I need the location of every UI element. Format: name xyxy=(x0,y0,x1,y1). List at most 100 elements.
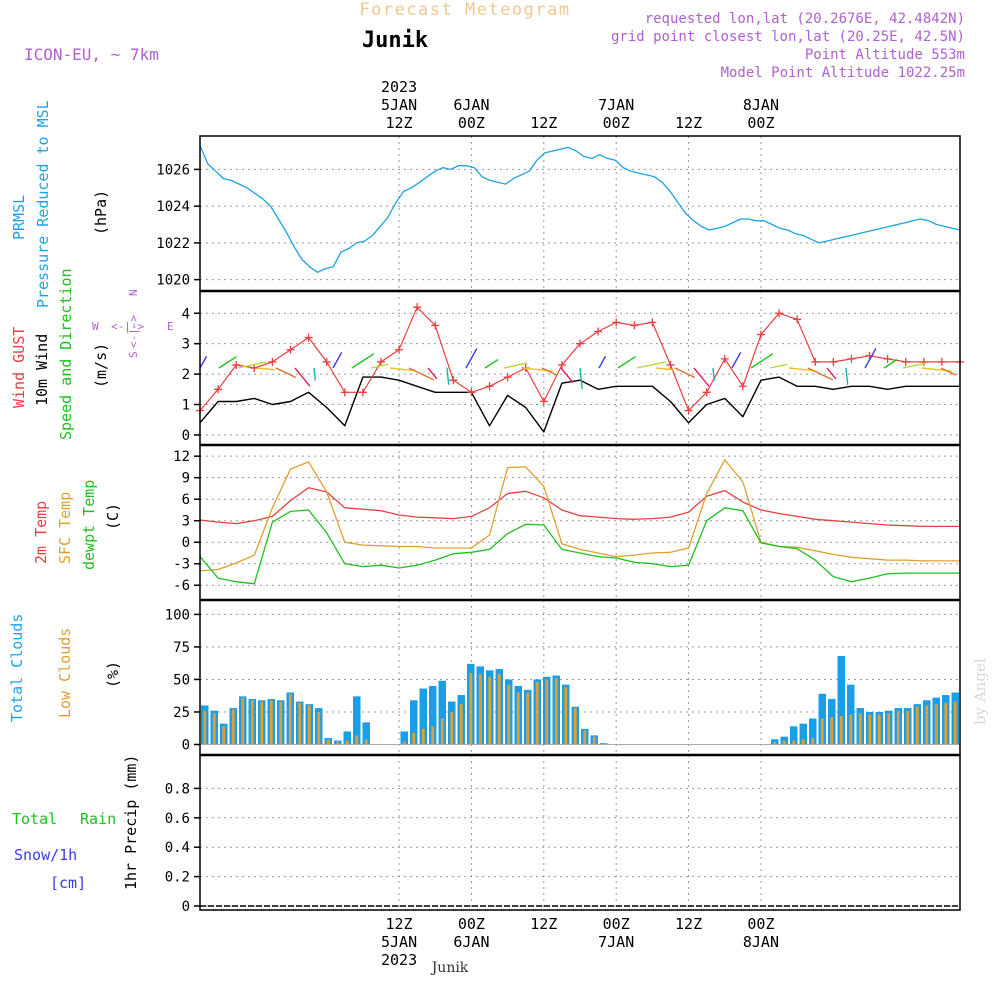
y-tick-label: 0 xyxy=(182,899,190,915)
bottom-tick-hour: 12Z xyxy=(530,915,557,933)
low-cloud-bar xyxy=(203,710,207,745)
bottom-tick-hour: 00Z xyxy=(458,915,485,933)
total-cloud-bar xyxy=(343,731,351,745)
compass-legend: W E <-|-> N <-|-> S xyxy=(92,289,174,358)
watermark: by Angel xyxy=(971,658,989,725)
gust-marker xyxy=(594,327,603,336)
low-cloud-bar xyxy=(364,739,368,745)
clouds-unit: (%) xyxy=(104,661,122,688)
gust-marker xyxy=(937,357,946,366)
top-tick-year: 2023 xyxy=(381,78,417,96)
clouds-low-label: Low Clouds xyxy=(56,628,74,718)
y-tick-label: -6 xyxy=(173,578,190,594)
y-tick-label: 0.2 xyxy=(165,870,190,886)
gust-marker xyxy=(901,357,910,366)
station-name: Junik xyxy=(362,28,428,53)
snow-unit-label: [cm] xyxy=(50,874,86,892)
low-cloud-bar xyxy=(412,732,416,745)
gust-marker xyxy=(684,406,693,415)
panel-frames xyxy=(199,135,961,911)
wind-direction-arrow xyxy=(256,367,275,371)
low-cloud-bar xyxy=(868,714,872,745)
gust-marker xyxy=(756,330,765,339)
y-tick-label: 1024 xyxy=(156,199,190,215)
gust-marker xyxy=(467,388,476,397)
y-tick-label: 3 xyxy=(182,337,190,353)
wind-direction-arrow xyxy=(446,367,450,385)
low-cloud-bar xyxy=(260,701,264,745)
low-cloud-bar xyxy=(222,726,226,745)
low-cloud-bar xyxy=(896,710,900,745)
pressure-label-full: Pressure Reduced to MSL xyxy=(34,100,52,308)
wind-direction-arrow xyxy=(332,352,343,369)
wind-direction-arrow xyxy=(427,367,438,380)
low-cloud-bar xyxy=(839,715,843,745)
total-cloud-bar xyxy=(799,723,807,745)
gust-marker xyxy=(775,309,784,318)
gust-marker xyxy=(322,357,331,366)
temp-2m-label: 2m Temp xyxy=(32,501,50,564)
low-cloud-bar xyxy=(288,693,292,745)
gridpoint-coordinates: grid point closest lon,lat (20.25E, 42.5… xyxy=(611,29,965,45)
total-cloud-bar xyxy=(429,685,437,745)
wind-dir-label: Speed and Direction xyxy=(57,268,75,440)
y-tick-label: 1026 xyxy=(156,162,190,178)
compass-e: E xyxy=(167,320,174,333)
compass-s: S xyxy=(127,351,140,358)
low-cloud-bar xyxy=(887,713,891,745)
low-cloud-bar xyxy=(478,674,482,745)
pressure-label-prmsl: PRMSL xyxy=(10,195,28,240)
gust-marker xyxy=(919,357,928,366)
bottom-tick-date: 8JAN xyxy=(743,933,779,951)
gust-marker xyxy=(738,382,747,391)
total-cloud-bar xyxy=(410,700,418,745)
wind-direction-arrow xyxy=(693,367,710,387)
total-cloud-bar xyxy=(353,696,361,745)
model-altitude: Model Point Altitude 1022.25m xyxy=(721,65,965,81)
gust-marker xyxy=(250,364,259,372)
top-tick-hour: 12Z xyxy=(530,114,557,132)
wind-direction-arrow xyxy=(351,353,375,369)
top-tick-date: 5JAN xyxy=(381,96,417,114)
compass-arrows-v: <-|-> xyxy=(127,315,140,348)
wind-direction-arrow xyxy=(503,362,528,369)
wind-direction-arrow xyxy=(750,353,774,369)
gust-marker xyxy=(557,360,566,369)
top-tick-date: 7JAN xyxy=(598,96,634,114)
chart-title: Forecast Meteogram xyxy=(359,0,570,20)
wind-direction-arrow xyxy=(370,363,389,369)
y-tick-label: 0.6 xyxy=(165,811,190,827)
wind-direction-arrow xyxy=(617,355,636,369)
y-tick-label: 0 xyxy=(182,428,190,444)
gust-marker xyxy=(612,318,621,327)
gust-marker xyxy=(286,345,295,354)
top-tick-hour: 12Z xyxy=(386,114,413,132)
y-tick-label: 0.4 xyxy=(165,840,190,856)
low-cloud-bar xyxy=(440,718,444,745)
gust-marker xyxy=(630,321,639,330)
bottom-tick-date: 6JAN xyxy=(453,933,489,951)
wind-direction-arrow xyxy=(199,355,208,369)
gust-marker xyxy=(268,357,277,366)
wind-direction-arrow xyxy=(484,358,499,369)
total-cloud-bar xyxy=(400,731,408,745)
wind-direction-arrow xyxy=(237,361,267,369)
panel-frame xyxy=(199,754,961,911)
total-cloud-bar xyxy=(362,722,370,745)
panel-frame xyxy=(199,444,961,601)
gust-marker xyxy=(395,345,404,354)
wind-direction-arrow xyxy=(313,367,316,381)
gust-marker xyxy=(666,360,675,369)
y-tick-label: 100 xyxy=(165,607,190,623)
low-cloud-bar xyxy=(317,711,321,745)
y-tick-label: 12 xyxy=(173,449,190,465)
gust-marker xyxy=(340,388,349,397)
low-cloud-bar xyxy=(526,692,530,745)
gust-marker xyxy=(829,357,838,366)
wind-speed-line xyxy=(199,376,960,433)
gust-marker xyxy=(793,315,802,324)
clouds-total-label: Total Clouds xyxy=(8,614,26,722)
gust-marker xyxy=(358,388,367,397)
temp-sfc-line xyxy=(199,459,960,572)
y-tick-label: 0 xyxy=(182,535,190,551)
